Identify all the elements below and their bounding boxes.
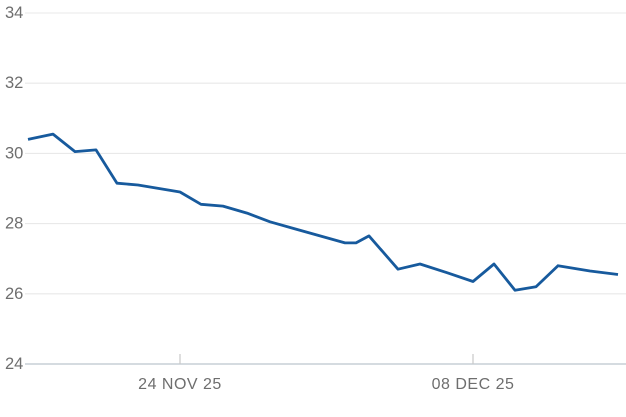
y-axis-label: 30 (5, 144, 23, 162)
y-axis-label: 24 (5, 355, 23, 373)
x-axis-label: 08 DEC 25 (432, 376, 515, 393)
price-line (27, 132, 619, 292)
y-axis-label: 28 (5, 215, 23, 233)
y-axis-label: 26 (5, 285, 23, 303)
y-axis-label: 34 (5, 4, 23, 22)
y-axis-label: 32 (5, 74, 23, 92)
x-axis-label: 24 NOV 25 (138, 376, 222, 393)
